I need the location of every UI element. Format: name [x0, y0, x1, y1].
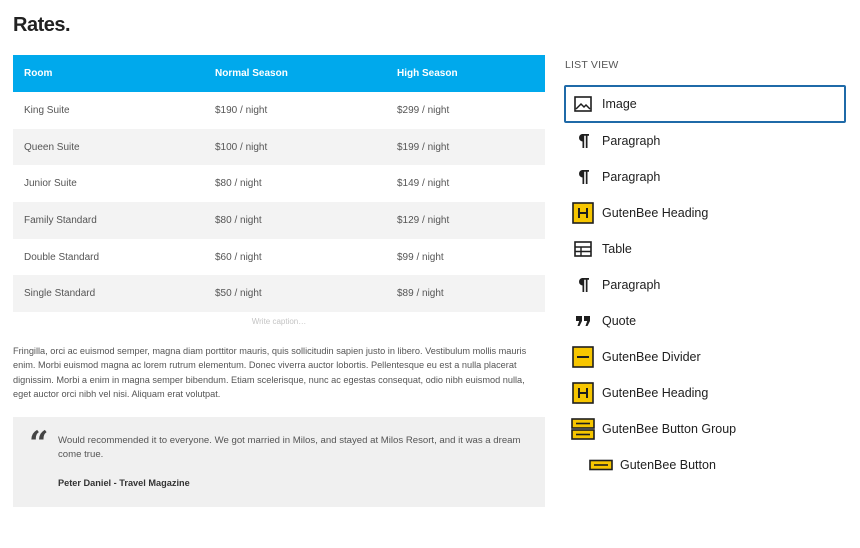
- table-cell[interactable]: $60 / night: [215, 251, 262, 263]
- table-cell[interactable]: $129 / night: [386, 202, 545, 239]
- table-header-cell[interactable]: High Season: [386, 55, 545, 92]
- table-icon: [571, 237, 595, 261]
- gutenbee-heading-icon: [571, 381, 595, 405]
- table-cell[interactable]: $99 / night: [397, 251, 444, 263]
- page-title[interactable]: Rates.: [13, 14, 71, 36]
- gutenbee-button-group-icon: [571, 417, 595, 441]
- gutenbee-heading-icon: [571, 201, 595, 225]
- editor-canvas: Rates. Room Normal Season High Season Ki…: [13, 14, 545, 507]
- list-item-label: Image: [602, 97, 637, 111]
- gutenbee-divider-icon: [571, 345, 595, 369]
- table-cell[interactable]: $50 / night: [204, 275, 386, 313]
- table-cell[interactable]: Single Standard: [13, 275, 204, 313]
- table-row: Double Standard $60 / night $99 / night: [13, 239, 545, 276]
- paragraph-block[interactable]: Fringilla, orci ac euismod semper, magna…: [13, 346, 527, 399]
- list-item-gutenbee-button[interactable]: GutenBee Button: [564, 446, 846, 484]
- paragraph-icon: [571, 273, 595, 297]
- list-item-gutenbee-button-group[interactable]: GutenBee Button Group: [564, 410, 846, 448]
- table-cell[interactable]: Junior Suite: [24, 178, 77, 190]
- table-cell[interactable]: King Suite: [24, 104, 70, 116]
- table-cell[interactable]: $89 / night: [386, 275, 545, 313]
- quote-icon: [571, 309, 595, 333]
- table-row: Family Standard $80 / night $129 / night: [13, 202, 545, 239]
- list-item-label: GutenBee Button Group: [602, 422, 737, 436]
- table-cell[interactable]: Double Standard: [24, 251, 100, 263]
- table-header-cell[interactable]: Room: [13, 55, 204, 92]
- list-item-paragraph[interactable]: Paragraph: [564, 122, 846, 160]
- list-item-paragraph[interactable]: Paragraph: [564, 266, 846, 304]
- list-item-quote[interactable]: Quote: [564, 302, 846, 340]
- list-item-gutenbee-heading[interactable]: GutenBee Heading: [564, 194, 846, 232]
- list-view-title: LIST VIEW: [565, 59, 619, 71]
- table-cell[interactable]: $299 / night: [397, 104, 450, 116]
- list-view-panel: LIST VIEW Image Paragraph Paragraph Gute…: [564, 0, 854, 548]
- list-item-gutenbee-divider[interactable]: GutenBee Divider: [564, 338, 846, 376]
- paragraph-icon: [571, 165, 595, 189]
- table-caption-input[interactable]: Write caption…: [251, 317, 307, 326]
- table-row: Junior Suite $80 / night $149 / night: [13, 165, 545, 202]
- quote-mark-icon: “: [29, 424, 49, 464]
- table-cell[interactable]: Family Standard: [13, 202, 204, 239]
- list-item-label: GutenBee Button: [620, 458, 716, 472]
- table-row: King Suite $190 / night $299 / night: [13, 92, 545, 129]
- list-item-label: Quote: [602, 314, 637, 328]
- table-cell[interactable]: $199 / night: [386, 128, 545, 166]
- rates-table[interactable]: Room Normal Season High Season King Suit…: [13, 55, 545, 313]
- table-header-cell[interactable]: Normal Season: [204, 55, 386, 92]
- image-icon: [571, 92, 595, 116]
- list-item-label: GutenBee Heading: [602, 386, 709, 400]
- table-cell[interactable]: $149 / night: [397, 178, 450, 190]
- list-item-label: Paragraph: [602, 170, 661, 184]
- list-item-label: Paragraph: [602, 278, 661, 292]
- table-cell[interactable]: $80 / night: [204, 202, 386, 239]
- list-item-label: Paragraph: [602, 134, 661, 148]
- table-row: Single Standard $50 / night $89 / night: [13, 275, 545, 313]
- list-item-image[interactable]: Image: [564, 85, 846, 123]
- quote-block[interactable]: “ Would recommended it to everyone. We g…: [13, 417, 545, 507]
- gutenbee-button-icon: [589, 453, 613, 477]
- quote-citation[interactable]: Peter Daniel - Travel Magazine: [58, 478, 190, 488]
- list-item-label: GutenBee Divider: [602, 350, 701, 364]
- table-row: Queen Suite $100 / night $199 / night: [13, 128, 545, 166]
- table-cell[interactable]: Queen Suite: [13, 128, 204, 166]
- list-item-label: Table: [602, 242, 632, 256]
- table-cell[interactable]: $80 / night: [215, 178, 262, 190]
- list-item-paragraph[interactable]: Paragraph: [564, 158, 846, 196]
- list-item-gutenbee-heading[interactable]: GutenBee Heading: [564, 374, 846, 412]
- table-cell[interactable]: $190 / night: [215, 104, 268, 116]
- table-header-row: Room Normal Season High Season: [13, 55, 545, 92]
- list-item-table[interactable]: Table: [564, 230, 846, 268]
- paragraph-icon: [571, 129, 595, 153]
- list-item-label: GutenBee Heading: [602, 206, 709, 220]
- table-cell[interactable]: $100 / night: [204, 128, 386, 166]
- quote-text[interactable]: Would recommended it to everyone. We got…: [58, 435, 521, 460]
